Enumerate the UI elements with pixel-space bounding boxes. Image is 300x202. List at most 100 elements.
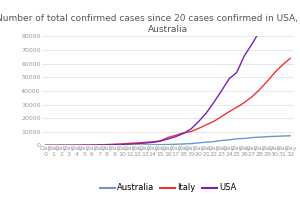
Australia [288,135,292,137]
Italy [281,64,284,66]
Italy [189,130,193,133]
Italy [120,143,124,145]
Australia [59,144,63,147]
Australia [182,143,185,145]
USA [166,138,170,140]
Australia [105,144,109,146]
Australia [120,144,124,146]
USA [143,142,147,144]
USA [250,43,254,45]
Italy [52,144,55,147]
USA [128,143,132,145]
Australia [82,144,86,147]
USA [120,143,124,146]
Australia [266,135,269,138]
Australia [44,144,48,147]
Italy [273,71,277,74]
USA [220,90,223,92]
Australia [258,136,261,138]
Italy [250,96,254,98]
Australia [243,137,246,140]
Italy [220,115,223,118]
Australia [98,144,101,146]
Australia [75,144,78,147]
USA [174,136,177,138]
Italy [105,143,109,146]
Australia [174,143,177,145]
Australia [67,144,70,147]
USA [189,128,193,130]
Italy [174,134,177,137]
USA [67,144,70,147]
USA [75,144,78,146]
Title: Number of total confirmed cases since 20 cases confirmed in USA, Italy and
Austr: Number of total confirmed cases since 20… [0,14,300,34]
USA [136,142,139,145]
Italy [44,144,48,147]
Australia [189,142,193,145]
Australia [197,142,200,144]
Australia [273,135,277,138]
Italy [204,124,208,126]
Australia [204,141,208,143]
Legend: Australia, Italy, USA: Australia, Italy, USA [96,180,240,196]
USA [52,144,55,147]
Australia [143,144,147,146]
Line: Australia: Australia [46,136,290,145]
Italy [266,80,269,83]
USA [113,144,116,146]
Australia [136,144,139,146]
USA [266,17,269,20]
Australia [113,144,116,146]
Australia [159,143,162,146]
Australia [166,143,170,146]
Italy [227,110,231,113]
USA [151,141,154,144]
Italy [82,144,86,146]
USA [159,140,162,142]
Italy [182,132,185,134]
Italy [151,141,154,143]
Line: USA: USA [46,0,290,145]
Australia [227,139,231,141]
Line: Italy: Italy [46,58,290,145]
Italy [113,143,116,145]
Australia [151,144,154,146]
Italy [67,144,70,146]
Italy [59,144,63,147]
Italy [243,101,246,104]
USA [44,144,48,147]
Australia [212,140,216,143]
Australia [250,136,254,139]
Italy [212,120,216,123]
Italy [128,142,132,144]
Australia [220,139,223,142]
USA [235,71,238,74]
USA [273,6,277,8]
USA [204,112,208,114]
Italy [197,127,200,130]
USA [98,144,101,146]
Italy [98,144,101,146]
Australia [235,138,238,140]
USA [90,144,93,146]
USA [59,144,63,147]
Australia [52,144,55,147]
USA [227,78,231,80]
Italy [90,144,93,146]
Italy [288,57,292,59]
Italy [159,140,162,142]
Italy [166,136,170,139]
USA [105,144,109,146]
Australia [90,144,93,146]
Australia [281,135,284,137]
USA [243,55,246,57]
Italy [136,142,139,144]
Italy [235,106,238,108]
USA [182,132,185,135]
Italy [75,144,78,146]
USA [197,120,200,123]
USA [82,144,86,146]
Italy [258,88,261,91]
Italy [143,141,147,144]
USA [258,30,261,32]
